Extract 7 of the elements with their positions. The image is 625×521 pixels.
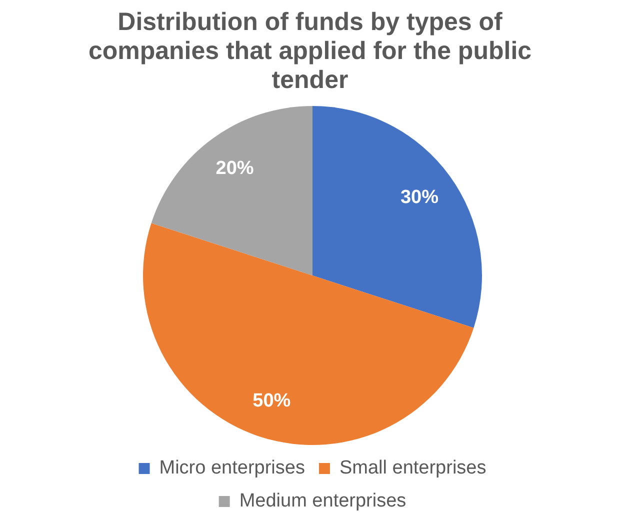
data-label: 20% <box>216 158 254 179</box>
data-label: 30% <box>400 187 439 208</box>
data-label: 50% <box>252 390 291 412</box>
legend-label: Small enterprises <box>339 458 486 479</box>
legend-label: Micro enterprises <box>159 458 305 479</box>
chart-title: Distribution of funds by types of companies that applied for the public tender <box>87 8 533 95</box>
legend-label: Medium enterprises <box>239 490 406 512</box>
